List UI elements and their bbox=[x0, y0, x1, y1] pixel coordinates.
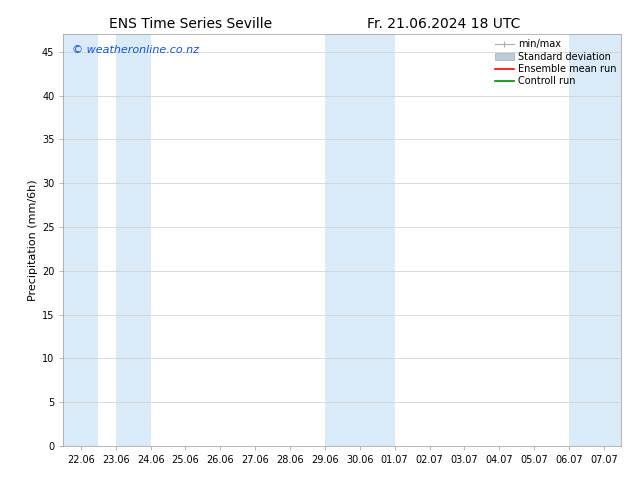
Y-axis label: Precipitation (mm/6h): Precipitation (mm/6h) bbox=[28, 179, 37, 301]
Bar bbox=[116, 34, 151, 446]
Bar bbox=[63, 34, 98, 446]
Bar bbox=[569, 34, 621, 446]
Legend: min/max, Standard deviation, Ensemble mean run, Controll run: min/max, Standard deviation, Ensemble me… bbox=[493, 37, 618, 88]
Bar bbox=[325, 34, 377, 446]
Text: Fr. 21.06.2024 18 UTC: Fr. 21.06.2024 18 UTC bbox=[367, 17, 521, 31]
Text: ENS Time Series Seville: ENS Time Series Seville bbox=[108, 17, 272, 31]
Bar bbox=[377, 34, 394, 446]
Text: © weatheronline.co.nz: © weatheronline.co.nz bbox=[72, 45, 199, 54]
